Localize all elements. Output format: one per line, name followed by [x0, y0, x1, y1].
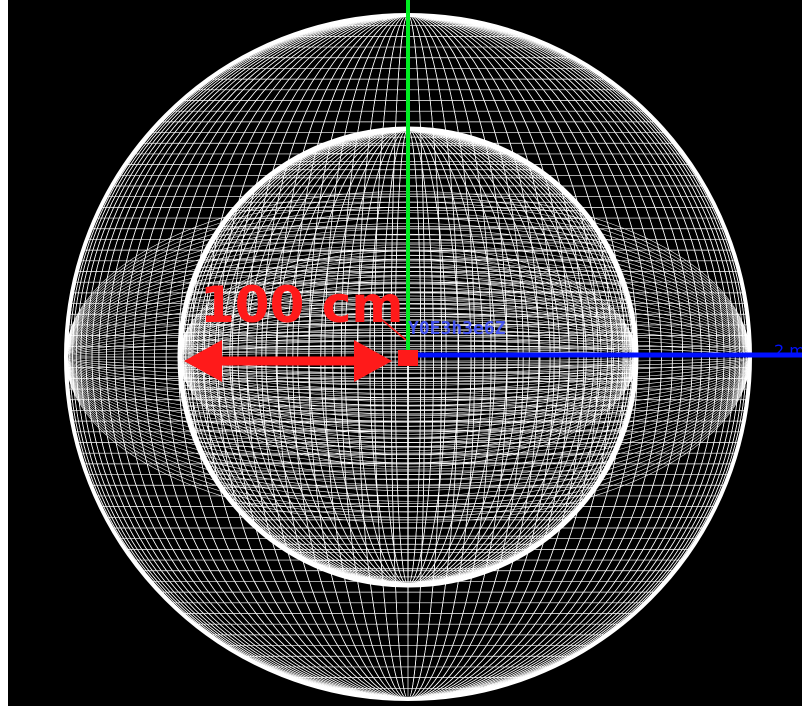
origin-marker	[398, 350, 418, 366]
3d-viewport[interactable]: 2 m Y0E3h3e6Z 100 cm	[8, 0, 802, 706]
wireframe-scene: 2 m Y0E3h3e6Z 100 cm	[64, 0, 802, 701]
x-axis-label: 2 m	[774, 341, 802, 360]
scale-arrow	[184, 340, 392, 382]
z-axis-tick	[379, 317, 407, 341]
scale-label: 100 cm	[200, 276, 404, 334]
origin-overlay-text: Y0E3h3e6Z	[408, 318, 506, 339]
